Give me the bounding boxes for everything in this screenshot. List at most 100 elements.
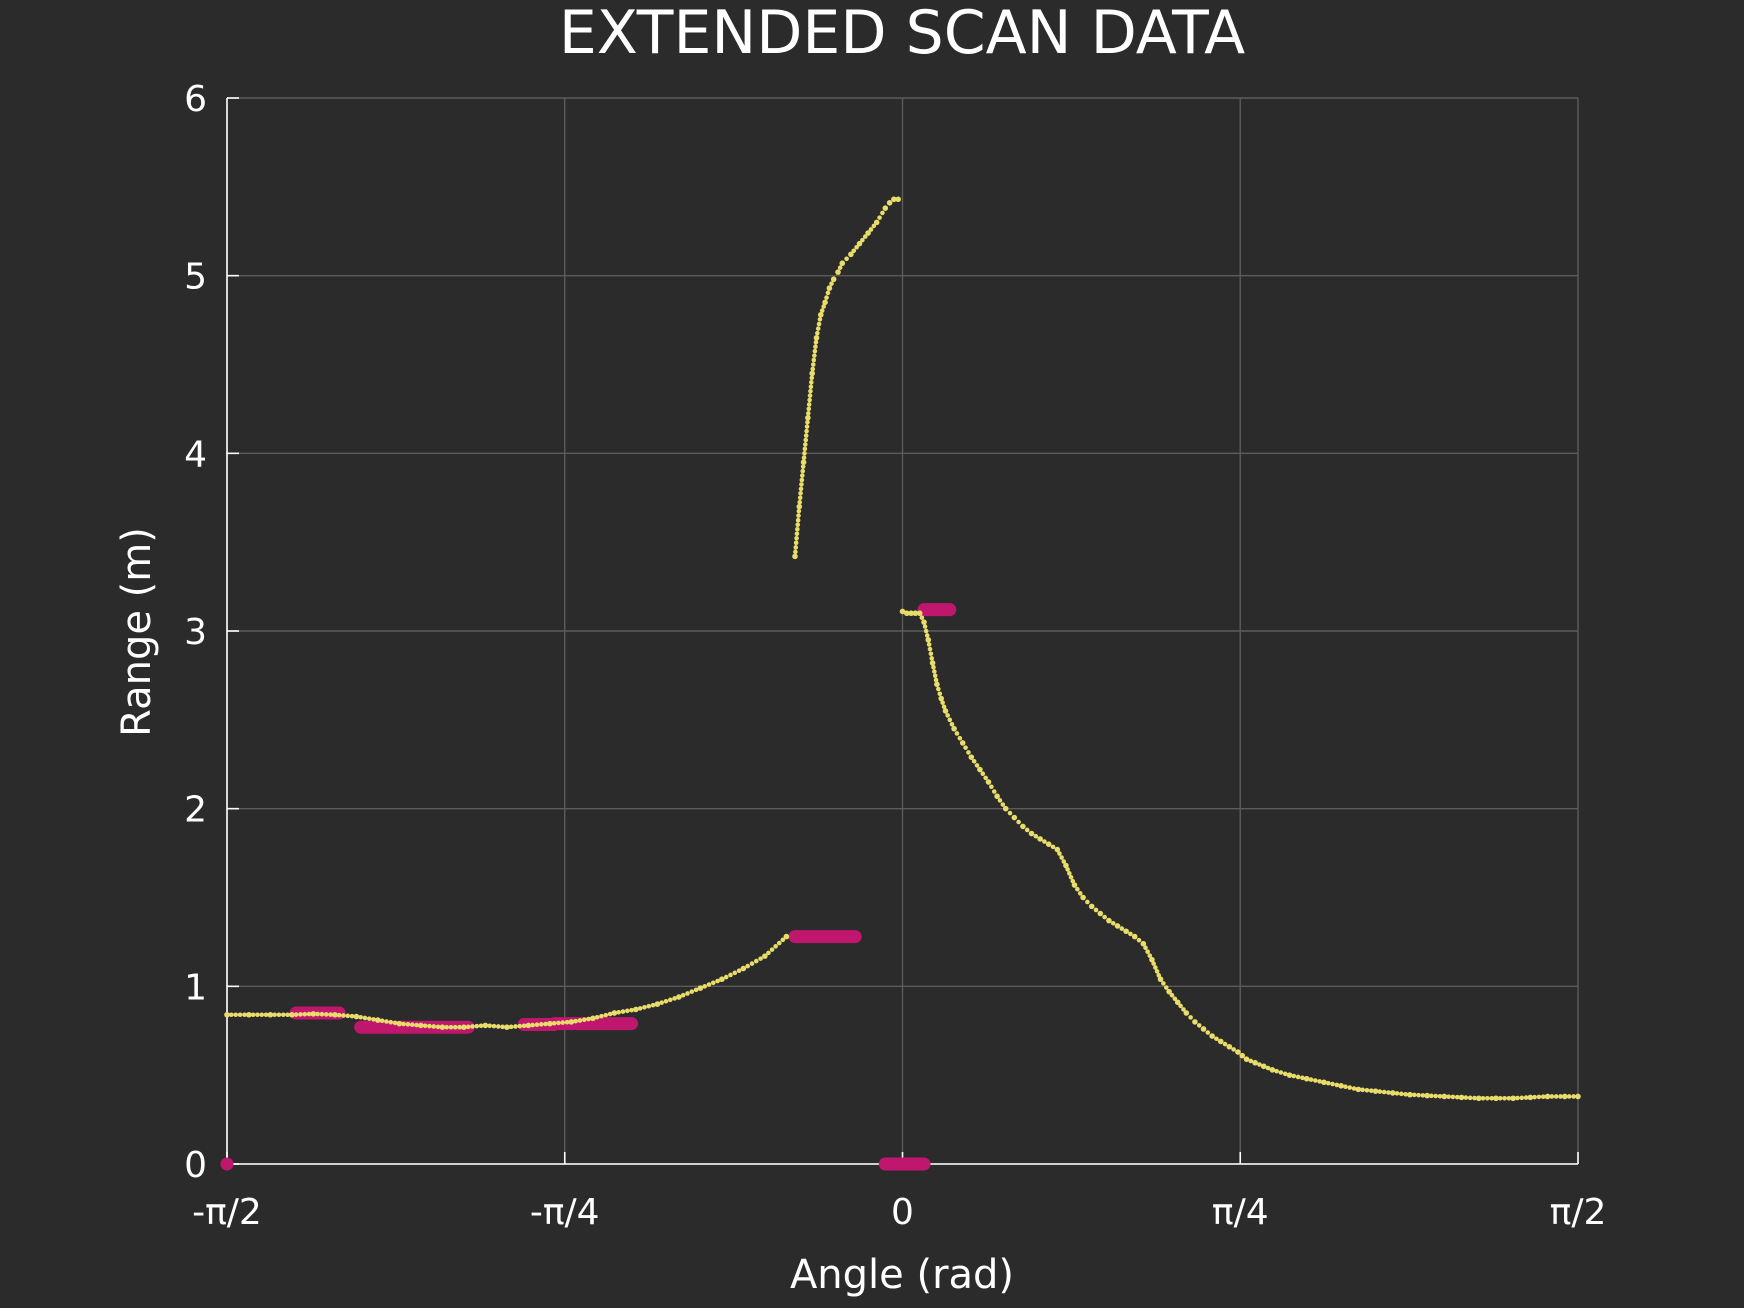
scan-point — [1045, 841, 1052, 847]
scan-point-fill — [798, 486, 804, 492]
y-tick-label: 3 — [184, 612, 207, 653]
scan-point-fill — [796, 513, 801, 518]
scan-point-fill — [1381, 1089, 1387, 1095]
scan-point-fill — [803, 442, 808, 447]
scan-point — [1123, 928, 1129, 935]
scan-point-fill — [1033, 833, 1039, 839]
scan-point — [904, 610, 910, 617]
scan-point-fill — [1386, 1090, 1391, 1095]
scan-point-fill — [1128, 931, 1133, 937]
scan-point-fill — [1057, 851, 1062, 856]
scan-point-fill — [478, 1023, 484, 1029]
scan-point-fill — [1172, 996, 1178, 1002]
scan-point-fill — [810, 366, 816, 372]
scan-point — [968, 754, 975, 760]
scan-point — [796, 503, 803, 510]
scan-point-fill — [336, 1012, 342, 1018]
scan-point-fill — [620, 1009, 626, 1014]
scan-point — [1020, 823, 1026, 830]
scan-point-fill — [929, 656, 935, 661]
scan-point-fill — [1300, 1075, 1305, 1081]
scan-point-fill — [1571, 1094, 1576, 1099]
scan-point — [934, 681, 940, 688]
scan-point-fill — [1313, 1078, 1318, 1083]
scan-point-fill — [809, 375, 815, 381]
scan-point-fill — [1394, 1091, 1400, 1096]
scan-point — [1063, 862, 1069, 869]
scan-point-fill — [1536, 1094, 1542, 1100]
scan-point-fill — [809, 379, 814, 385]
scan-point-fill — [851, 248, 857, 254]
scan-point-fill — [736, 968, 742, 973]
scan-point — [1407, 1091, 1413, 1098]
scan-point-fill — [1070, 878, 1076, 884]
scan-point — [886, 200, 893, 206]
scan-point — [1510, 1095, 1516, 1102]
scan-point — [800, 459, 807, 466]
scan-point-fill — [922, 624, 928, 629]
scan-point-fill — [854, 244, 859, 250]
scan-point-fill — [1437, 1093, 1443, 1099]
scan-point-fill — [980, 771, 986, 777]
scan-point-fill — [491, 1023, 497, 1029]
scan-point-fill — [1515, 1095, 1520, 1101]
scan-point-fill — [448, 1024, 454, 1030]
scan-point-fill — [663, 998, 669, 1004]
x-tick-label: 0 — [891, 1192, 914, 1233]
scan-point-fill — [1278, 1070, 1284, 1075]
scan-point-fill — [1433, 1093, 1439, 1099]
scan-point-fill — [926, 642, 932, 647]
scan-point-fill — [259, 1012, 265, 1018]
scan-point-fill — [414, 1022, 419, 1028]
scan-point — [654, 1001, 661, 1007]
scan-point-fill — [766, 950, 771, 956]
scan-point-fill — [949, 721, 955, 727]
scan-point-fill — [242, 1012, 247, 1018]
scan-point — [1002, 805, 1009, 812]
scan-point-fill — [1196, 1023, 1202, 1028]
scan-point — [783, 933, 790, 940]
scan-point-fill — [989, 784, 994, 790]
scan-point-fill — [1523, 1095, 1529, 1100]
scan-point-fill — [285, 1012, 290, 1018]
scan-point-fill — [607, 1011, 613, 1017]
scan-point-fill — [409, 1022, 415, 1028]
scan-point-fill — [1000, 802, 1006, 807]
scan-point-fill — [689, 989, 695, 994]
scan-point — [942, 708, 949, 714]
scan-point-fill — [280, 1012, 286, 1018]
scan-point-fill — [487, 1023, 492, 1029]
scan-point — [1200, 1026, 1207, 1032]
scan-point-fill — [1065, 867, 1070, 872]
scan-point-fill — [1024, 827, 1030, 833]
scan-point-fill — [1085, 899, 1090, 905]
scan-point-fill — [793, 540, 799, 546]
scan-point-fill — [1454, 1094, 1460, 1100]
scan-point-fill — [941, 704, 947, 710]
scan-point-fill — [1467, 1095, 1473, 1101]
scan-point-fill — [646, 1003, 652, 1009]
scan-point — [1217, 1038, 1224, 1045]
scan-point-fill — [706, 982, 712, 987]
scan-point-fill — [250, 1012, 256, 1018]
scan-point — [882, 205, 889, 211]
scan-point-fill — [298, 1012, 303, 1017]
scan-point — [611, 1010, 618, 1016]
scan-point-fill — [971, 758, 977, 764]
scan-point-fill — [637, 1006, 643, 1011]
scan-point-fill — [1151, 961, 1156, 966]
scan-point-fill — [807, 393, 813, 398]
scan-point-fill — [877, 215, 882, 220]
scan-point-fill — [794, 531, 800, 537]
scan-point-fill — [1214, 1036, 1219, 1042]
scan-point-fill — [1291, 1073, 1297, 1079]
scan-point — [633, 1006, 639, 1013]
scan-point-fill — [1497, 1095, 1503, 1101]
scan-point-fill — [255, 1012, 260, 1018]
scan-point-fill — [1411, 1092, 1417, 1098]
scan-point-fill — [957, 735, 963, 741]
scan-point-fill — [1377, 1089, 1383, 1094]
scan-point-fill — [931, 664, 936, 670]
scan-point — [1106, 917, 1112, 924]
